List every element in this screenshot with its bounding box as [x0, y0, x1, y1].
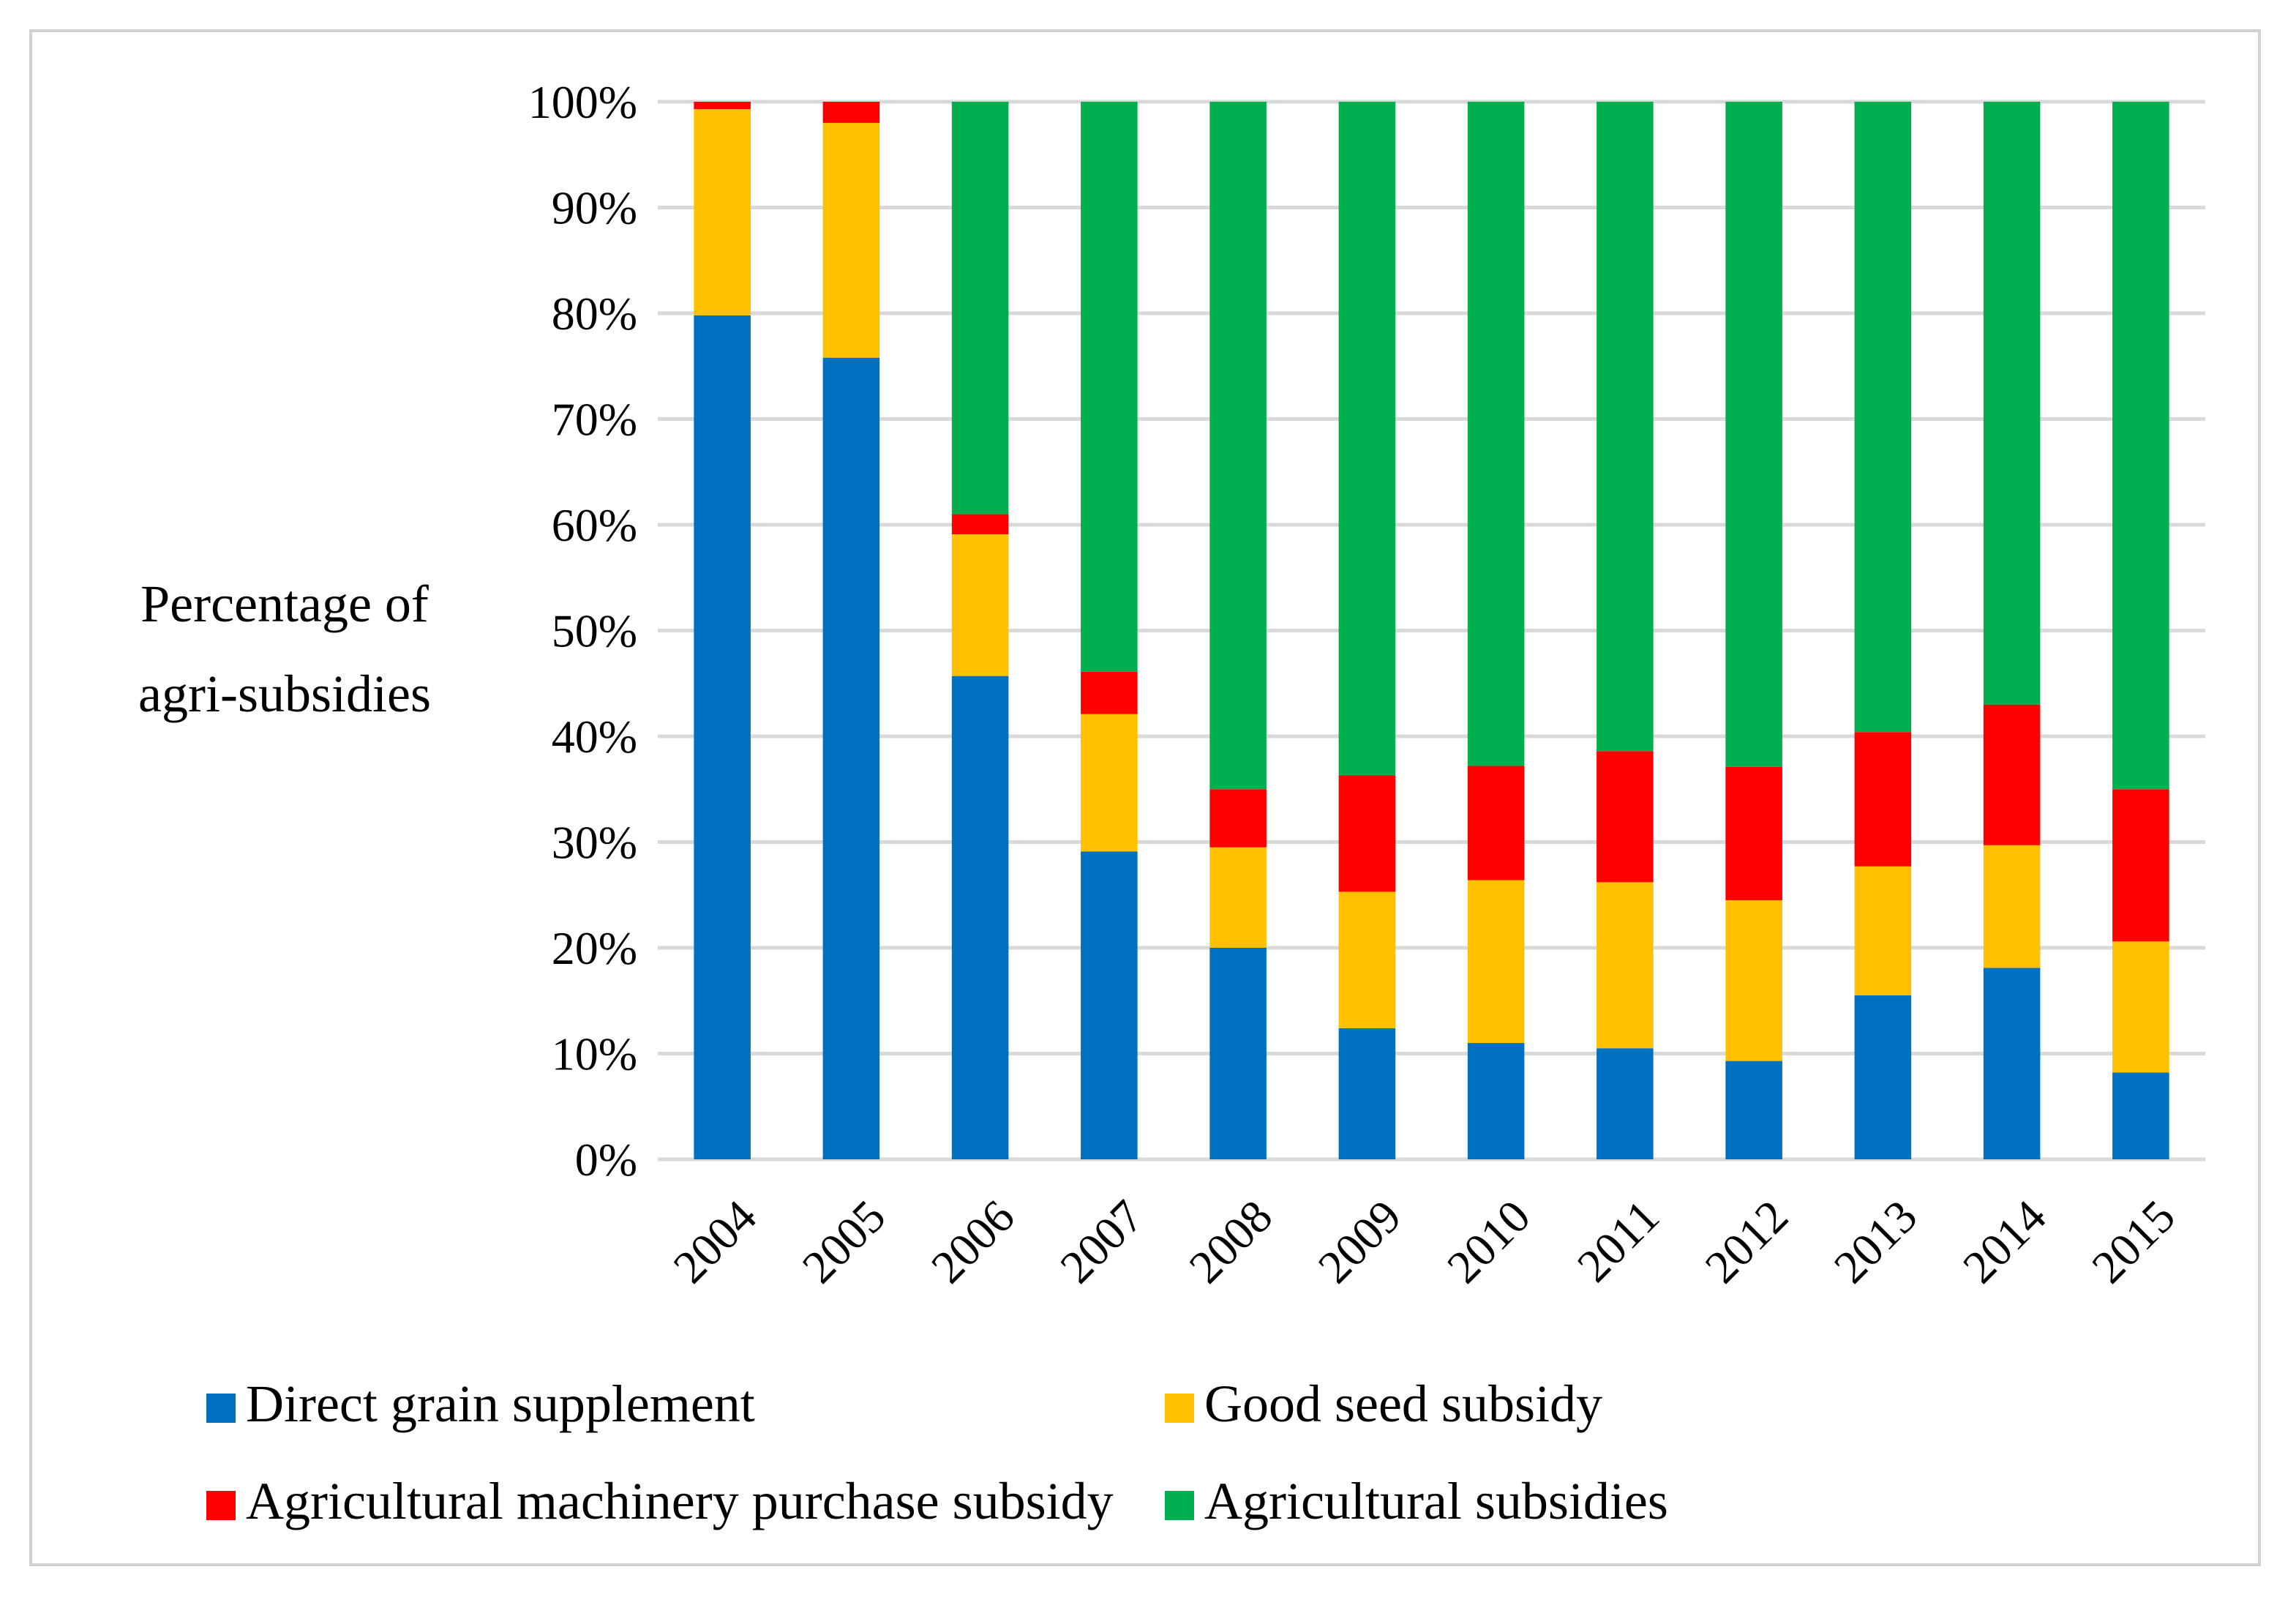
- legend: Direct grain supplement Good seed subsid…: [206, 1375, 1668, 1530]
- legend-label-good-seed: Good seed subsidy: [1204, 1375, 1602, 1433]
- x-category-label: 2012: [1695, 1190, 1798, 1293]
- bar-segment-2010-series-2: [1467, 766, 1525, 880]
- x-category-label: 2006: [921, 1190, 1024, 1293]
- bar-segment-2011-series-1: [1597, 882, 1654, 1049]
- legend-label-direct-grain: Direct grain supplement: [246, 1375, 755, 1433]
- legend-swatch-direct-grain: [206, 1394, 236, 1423]
- bar-segment-2015-series-1: [2112, 941, 2169, 1073]
- bar-segment-2008-series-0: [1209, 948, 1267, 1159]
- bar-segment-2013-series-3: [1854, 102, 1912, 733]
- x-axis-category-labels: 2004 2005 2006 2007 2008 2009 2010 2011 2012 2013…: [664, 1190, 2185, 1293]
- legend-label-agri-subsidies: Agricultural subsidies: [1204, 1472, 1668, 1530]
- bar-segment-2014-series-2: [1983, 704, 2041, 845]
- bar-segment-2009-series-3: [1338, 102, 1396, 776]
- x-category-label: 2010: [1437, 1190, 1540, 1293]
- bars: [694, 102, 2169, 1160]
- bar-segment-2004-series-0: [694, 315, 751, 1159]
- bar-segment-2004-series-1: [694, 109, 751, 315]
- y-tick-label: 100%: [528, 76, 637, 128]
- y-tick-label: 20%: [552, 922, 637, 974]
- bar-segment-2014-series-3: [1983, 102, 2041, 705]
- y-tick-label: 60%: [552, 499, 637, 551]
- y-axis-tick-labels: 0% 10% 20% 30% 40% 50% 60% 70% 80% 90% 100%: [528, 76, 637, 1186]
- x-category-label: 2007: [1050, 1190, 1153, 1293]
- bar-segment-2005-series-0: [822, 357, 880, 1160]
- bar-segment-2005-series-2: [822, 102, 880, 123]
- bar-segment-2013-series-2: [1854, 732, 1912, 867]
- bar-segment-2009-series-0: [1338, 1028, 1396, 1159]
- bar-segment-2011-series-0: [1597, 1048, 1654, 1159]
- bar-segment-2006-series-2: [951, 514, 1009, 535]
- bar-segment-2012-series-0: [1725, 1061, 1782, 1159]
- y-tick-label: 30%: [552, 817, 637, 869]
- x-category-label: 2015: [2082, 1190, 2185, 1293]
- x-category-label: 2004: [664, 1190, 767, 1293]
- x-category-label: 2014: [1953, 1190, 2056, 1293]
- bar-segment-2015-series-3: [2112, 102, 2169, 790]
- y-axis-label-line-1: Percentage of: [140, 575, 429, 633]
- gridlines: [658, 100, 2205, 1162]
- y-tick-label: 70%: [552, 394, 637, 446]
- y-tick-label: 50%: [552, 605, 637, 657]
- bar-segment-2008-series-1: [1209, 847, 1267, 948]
- bar-segment-2006-series-0: [951, 676, 1009, 1159]
- y-tick-label: 90%: [552, 182, 637, 234]
- bar-segment-2015-series-2: [2112, 789, 2169, 942]
- legend-swatch-agri-subsidies: [1165, 1491, 1194, 1520]
- bar-segment-2006-series-3: [951, 102, 1009, 515]
- x-category-label: 2009: [1308, 1190, 1411, 1293]
- y-tick-label: 80%: [552, 288, 637, 340]
- legend-swatch-good-seed: [1165, 1394, 1194, 1423]
- bar-segment-2007-series-0: [1081, 851, 1138, 1159]
- bar-segment-2012-series-3: [1725, 102, 1782, 767]
- bar-segment-2013-series-1: [1854, 866, 1912, 996]
- x-category-label: 2008: [1179, 1190, 1283, 1293]
- y-tick-label: 40%: [552, 711, 637, 763]
- bar-segment-2015-series-0: [2112, 1072, 2169, 1159]
- bar-segment-2010-series-0: [1467, 1043, 1525, 1159]
- bar-segment-2014-series-1: [1983, 845, 2041, 968]
- bar-segment-2005-series-1: [822, 122, 880, 358]
- bar-segment-2011-series-2: [1597, 751, 1654, 883]
- chart-frame: 0% 10% 20% 30% 40% 50% 60% 70% 80% 90% 100% 2004 20…: [29, 29, 2261, 1566]
- stacked-bar-chart: 0%10%20%30%40%50%60%70%80%90%100% 2004 20…: [138, 76, 2205, 1530]
- bar-segment-2007-series-1: [1081, 714, 1138, 852]
- bar-segment-2007-series-2: [1081, 671, 1138, 714]
- bar-segment-2012-series-2: [1725, 766, 1782, 900]
- bar-segment-2008-series-3: [1209, 102, 1267, 790]
- bar-segment-2009-series-2: [1338, 775, 1396, 892]
- bar-segment-2009-series-1: [1338, 891, 1396, 1028]
- bar-segment-2010-series-1: [1467, 880, 1525, 1044]
- bar-segment-2006-series-1: [951, 534, 1009, 676]
- bar-segment-2007-series-3: [1081, 102, 1138, 672]
- x-category-label: 2005: [792, 1190, 896, 1293]
- y-tick-label: 10%: [552, 1028, 637, 1080]
- bar-segment-2013-series-0: [1854, 995, 1912, 1159]
- bar-segment-2012-series-1: [1725, 900, 1782, 1061]
- x-category-label: 2011: [1567, 1190, 1669, 1292]
- bar-segment-2008-series-2: [1209, 789, 1267, 848]
- bar-segment-2011-series-3: [1597, 102, 1654, 752]
- y-tick-label: 0%: [575, 1134, 637, 1186]
- legend-swatch-machinery: [206, 1491, 236, 1520]
- x-category-label: 2013: [1824, 1190, 1927, 1293]
- bar-segment-2004-series-2: [694, 102, 751, 110]
- y-axis-label-line-2: agri-subsidies: [138, 665, 431, 723]
- legend-label-machinery: Agricultural machinery purchase subsidy: [246, 1472, 1114, 1530]
- bar-segment-2010-series-3: [1467, 102, 1525, 766]
- bar-segment-2014-series-0: [1983, 968, 2041, 1159]
